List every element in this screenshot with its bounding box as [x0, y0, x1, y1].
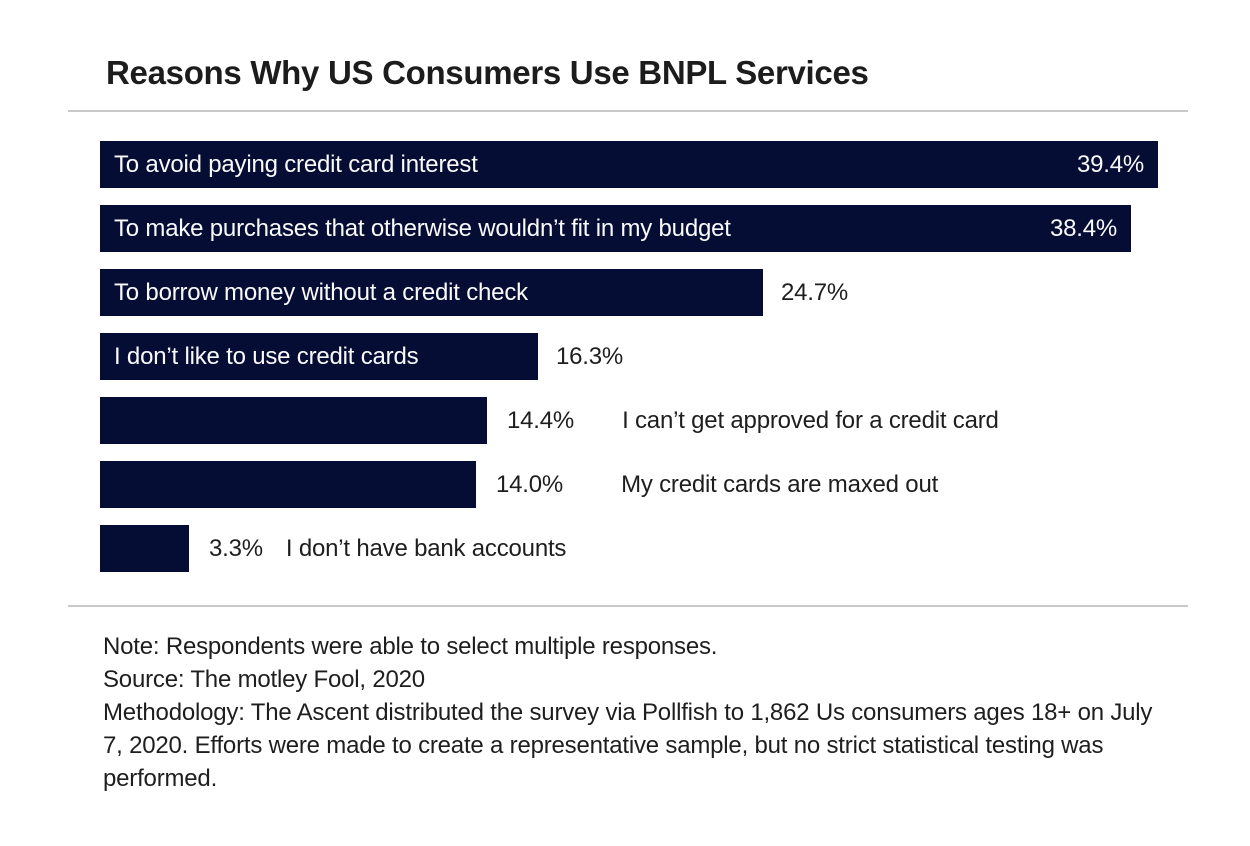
note-line: Note: Respondents were able to select mu… [103, 633, 718, 660]
bar-category-label: I don’t have bank accounts [285, 534, 567, 562]
bar-row: To borrow money without a credit check 2… [100, 269, 1200, 316]
bottom-divider [68, 605, 1188, 607]
bar-category-label: I can’t get approved for a credit card [622, 406, 999, 434]
bar-row: 14.4% I can’t get approved for a credit … [100, 397, 1200, 444]
bar [100, 525, 189, 572]
source-line: Source: The motley Fool, 2020 [103, 666, 425, 693]
bar-row: I don’t like to use credit cards 16.3% [100, 333, 1200, 380]
bar-row: To avoid paying credit card interest 39.… [100, 141, 1200, 188]
bar-category-label: To avoid paying credit card interest [114, 150, 478, 178]
bar-category-label: To make purchases that otherwise wouldn’… [114, 214, 731, 242]
bar-value-label: 16.3% [556, 342, 624, 370]
bar-row: 14.0% My credit cards are maxed out [100, 461, 1200, 508]
top-divider [68, 110, 1188, 112]
bar: To avoid paying credit card interest 39.… [100, 141, 1158, 188]
chart-title: Reasons Why US Consumers Use BNPL Servic… [106, 54, 869, 91]
bar-chart: To avoid paying credit card interest 39.… [100, 141, 1200, 589]
bar-category-label: I don’t like to use credit cards [114, 342, 419, 370]
bar: To borrow money without a credit check [100, 269, 763, 316]
footnotes: Note: Respondents were able to select mu… [103, 630, 1175, 795]
bar-value-label: 39.4% [1076, 150, 1144, 178]
bar: I don’t like to use credit cards [100, 333, 538, 380]
bar [100, 461, 476, 508]
bar-category-label: My credit cards are maxed out [621, 470, 939, 498]
bar-value-label: 14.4% [507, 406, 575, 434]
bar-value-label: 24.7% [781, 278, 849, 306]
bar-category-label: To borrow money without a credit check [114, 278, 528, 306]
bar-value-label: 14.0% [496, 470, 564, 498]
bar-row: To make purchases that otherwise wouldn’… [100, 205, 1200, 252]
bar-row: 3.3% I don’t have bank accounts [100, 525, 1200, 572]
bar-value-label: 38.4% [1049, 214, 1117, 242]
bar: To make purchases that otherwise wouldn’… [100, 205, 1131, 252]
bar-value-label: 3.3% [209, 534, 263, 562]
methodology-line: Methodology: The Ascent distributed the … [103, 699, 1153, 792]
bar [100, 397, 487, 444]
